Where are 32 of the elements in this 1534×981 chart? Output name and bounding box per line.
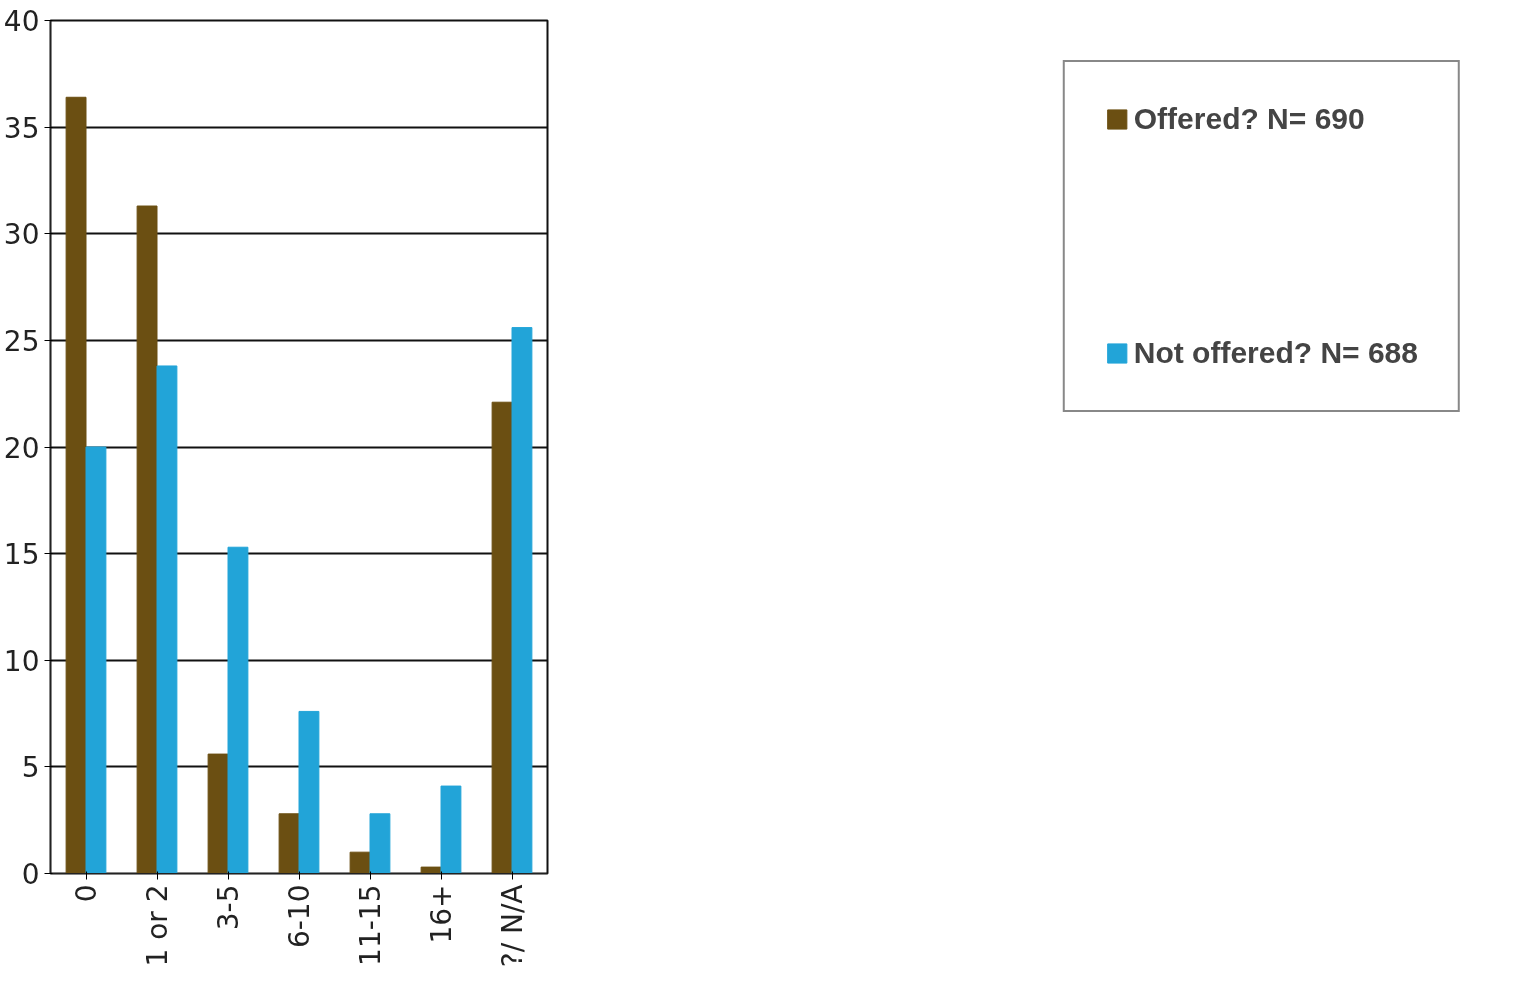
y-tick-label: 25 — [3, 324, 40, 358]
bar — [511, 327, 533, 874]
x-tick-label: 11-15 — [353, 884, 387, 966]
bar — [85, 446, 107, 874]
bar — [491, 401, 513, 874]
legend-label: Not offered? N= 688 — [1133, 336, 1418, 370]
bar — [65, 96, 87, 874]
bar — [156, 365, 178, 874]
legend-label: Offered? N= 690 — [1133, 102, 1365, 136]
bar — [278, 813, 300, 874]
x-tick-label: 1 or 2 — [140, 884, 174, 967]
y-tick-label: 5 — [21, 751, 40, 785]
y-tick-label: 20 — [3, 431, 40, 465]
y-tick-label: 10 — [3, 644, 40, 678]
y-tick-label: 35 — [3, 111, 40, 145]
bar — [227, 546, 249, 874]
x-tick-label: 0 — [69, 884, 103, 903]
bar — [420, 866, 442, 874]
bar — [207, 753, 229, 874]
y-tick-label: 40 — [3, 5, 40, 38]
x-tick-label: 3-5 — [211, 884, 245, 931]
bar — [136, 205, 158, 874]
bar — [369, 813, 391, 874]
y-tick-label: 0 — [21, 858, 40, 891]
bar — [349, 851, 371, 874]
y-tick-label: 15 — [3, 538, 40, 572]
x-tick-label: 6-10 — [282, 884, 316, 949]
bar — [440, 785, 462, 874]
bar — [298, 710, 320, 874]
x-tick-label: 16+ — [424, 884, 458, 944]
y-tick-label: 30 — [3, 218, 40, 252]
x-tick-label: ?/ N/A — [495, 884, 529, 968]
